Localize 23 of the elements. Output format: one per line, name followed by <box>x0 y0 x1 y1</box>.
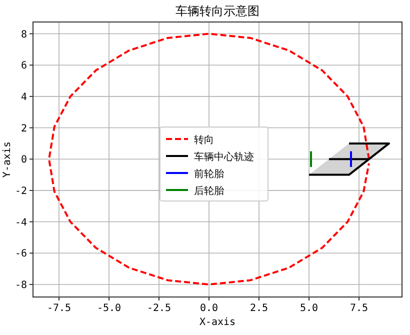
x-tick-label: -2.5 <box>146 303 172 314</box>
y-tick-label: 2 <box>20 123 27 134</box>
x-tick-label: -7.5 <box>46 303 72 314</box>
y-axis-title: Y-axis <box>2 141 13 178</box>
x-tick-label: 0.0 <box>200 303 218 314</box>
y-tick-label: -2 <box>14 186 27 197</box>
y-tick-label: 6 <box>20 60 27 72</box>
y-tick-label: 8 <box>20 29 27 40</box>
y-tick-label: 4 <box>20 92 27 103</box>
legend-label: 车辆中心轨迹 <box>194 151 254 163</box>
legend-label: 后轮胎 <box>194 185 224 197</box>
x-tick-label: 2.5 <box>250 303 268 314</box>
y-tick-label: -6 <box>14 248 27 260</box>
legend-label: 转向 <box>194 134 214 146</box>
x-tick-label: -5.0 <box>96 303 122 314</box>
chart-title: 车辆转向示意图 <box>176 4 260 18</box>
x-axis-title: X-axis <box>199 317 236 328</box>
y-tick-label: -8 <box>14 280 27 291</box>
y-tick-label: 0 <box>20 154 27 166</box>
legend-label: 前轮胎 <box>194 168 224 180</box>
x-tick-label: 5.0 <box>300 303 318 314</box>
x-tick-label: 7.5 <box>350 303 368 314</box>
y-tick-label: -4 <box>14 217 27 228</box>
